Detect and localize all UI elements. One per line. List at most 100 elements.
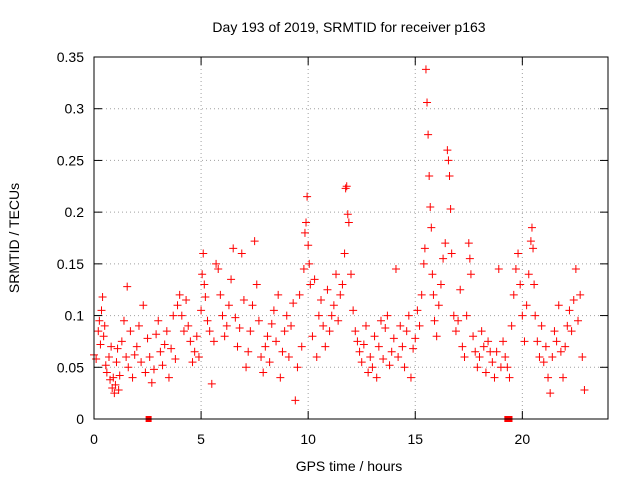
data-point xyxy=(246,327,255,336)
data-point xyxy=(554,301,563,310)
data-point xyxy=(101,361,110,370)
data-point xyxy=(501,352,510,361)
data-point xyxy=(576,290,585,299)
data-point xyxy=(126,327,135,336)
axis-ticks: 0 0.05 0.1 0.15 0.2 0.25 0.3 0.35 0 5 10 15 20 xyxy=(57,49,608,447)
data-point xyxy=(319,321,328,330)
data-point xyxy=(305,259,314,268)
data-point xyxy=(355,347,364,356)
data-point xyxy=(423,98,432,107)
data-point xyxy=(343,210,352,219)
data-point xyxy=(257,352,266,361)
data-point xyxy=(284,352,293,361)
data-point xyxy=(411,334,420,343)
data-point xyxy=(460,352,469,361)
data-point xyxy=(351,327,360,336)
data-point xyxy=(546,389,555,398)
data-point xyxy=(518,311,527,320)
data-point xyxy=(287,321,296,330)
data-point xyxy=(261,342,270,351)
data-point xyxy=(134,321,143,330)
data-point xyxy=(278,347,287,356)
data-point xyxy=(556,347,565,356)
data-point xyxy=(473,363,482,372)
data-point xyxy=(231,313,240,322)
data-point xyxy=(212,259,221,268)
data-point xyxy=(520,337,529,346)
data-point xyxy=(188,358,197,367)
data-point xyxy=(160,340,169,349)
data-point xyxy=(413,306,422,315)
plot-frame xyxy=(93,56,609,420)
data-point xyxy=(123,282,132,291)
x-tick-label: 10 xyxy=(300,431,316,447)
data-point xyxy=(197,306,206,315)
data-point xyxy=(527,223,536,232)
data-point xyxy=(389,334,398,343)
data-point xyxy=(334,316,343,325)
data-point xyxy=(323,285,332,294)
data-point xyxy=(274,290,283,299)
data-point xyxy=(112,358,121,367)
data-point xyxy=(272,337,281,346)
data-point xyxy=(99,332,108,341)
data-point xyxy=(242,363,251,372)
data-point xyxy=(98,292,107,301)
data-points xyxy=(90,65,589,422)
data-point xyxy=(338,280,347,289)
data-point xyxy=(430,316,439,325)
data-point xyxy=(114,386,123,395)
data-point xyxy=(110,389,119,398)
data-point xyxy=(372,373,381,382)
data-point xyxy=(280,327,289,336)
data-point xyxy=(304,241,313,250)
data-point xyxy=(244,347,253,356)
data-point xyxy=(310,275,319,284)
data-point xyxy=(370,332,379,341)
data-point xyxy=(300,228,309,237)
data-point xyxy=(531,311,540,320)
data-point xyxy=(387,347,396,356)
data-point xyxy=(444,156,453,165)
data-point xyxy=(306,280,315,289)
data-point xyxy=(424,130,433,139)
data-point xyxy=(394,352,403,361)
data-point xyxy=(293,363,302,372)
data-point xyxy=(464,239,473,248)
data-point xyxy=(541,342,550,351)
data-point xyxy=(224,301,233,310)
data-point xyxy=(503,363,512,372)
y-tick-label: 0 xyxy=(76,411,84,427)
data-point xyxy=(565,306,574,315)
data-point xyxy=(509,290,518,299)
data-point xyxy=(299,265,308,274)
chart-title: Day 193 of 2019, SRMTID for receiver p16… xyxy=(212,19,485,35)
data-point xyxy=(314,311,323,320)
data-point xyxy=(454,316,463,325)
data-point xyxy=(119,316,128,325)
data-point xyxy=(381,323,390,332)
data-point xyxy=(149,365,158,374)
data-point xyxy=(471,347,480,356)
data-point xyxy=(92,355,101,364)
data-point xyxy=(439,254,448,263)
data-point xyxy=(409,344,418,353)
data-point xyxy=(269,306,278,315)
data-point xyxy=(100,321,109,330)
data-point xyxy=(152,330,161,339)
y-tick-label: 0.35 xyxy=(57,49,84,65)
data-point xyxy=(199,249,208,258)
data-point xyxy=(267,319,276,328)
data-point xyxy=(162,327,171,336)
data-point xyxy=(567,327,576,336)
data-point xyxy=(97,306,106,315)
x-tick-label: 20 xyxy=(515,431,531,447)
y-tick-label: 0.05 xyxy=(57,359,84,375)
data-point xyxy=(396,321,405,330)
data-point xyxy=(429,290,438,299)
data-point xyxy=(469,332,478,341)
data-point xyxy=(154,316,163,325)
data-point xyxy=(265,358,274,367)
data-point xyxy=(402,327,411,336)
